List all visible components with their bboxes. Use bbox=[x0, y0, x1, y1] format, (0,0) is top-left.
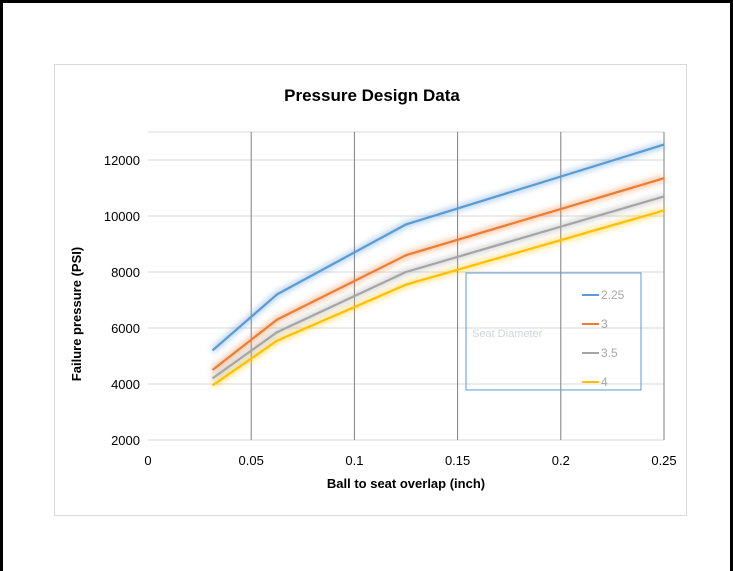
legend-label: 3 bbox=[601, 317, 608, 331]
legend-label: 3.5 bbox=[601, 346, 618, 360]
x-tick-label: 0 bbox=[144, 453, 151, 468]
x-axis-title: Ball to seat overlap (inch) bbox=[327, 476, 485, 491]
series-glows bbox=[210, 141, 665, 388]
legend-items: 2.25 3 3.5 4 bbox=[582, 288, 625, 389]
series-line-4 bbox=[211, 209, 665, 387]
y-tick-label: 10000 bbox=[104, 209, 140, 224]
legend-box bbox=[465, 272, 642, 391]
y-tick-label: 8000 bbox=[111, 265, 140, 280]
y-tick-label: 12000 bbox=[104, 153, 140, 168]
legend: Seat Diameter 2.25 3 3.5 4 bbox=[465, 272, 642, 391]
x-axis-ticks: 0 0.05 0.1 0.15 0.2 0.25 bbox=[144, 453, 676, 468]
y-tick-label: 4000 bbox=[111, 377, 140, 392]
y-tick-label: 6000 bbox=[111, 321, 140, 336]
x-tick-label: 0.1 bbox=[345, 453, 363, 468]
series-lines bbox=[211, 143, 665, 387]
x-tick-label: 0.25 bbox=[651, 453, 676, 468]
y-axis-ticks: 2000 4000 6000 8000 10000 12000 bbox=[104, 153, 140, 448]
legend-title: Seat Diameter bbox=[472, 328, 543, 340]
series-glow bbox=[210, 193, 665, 381]
legend-label: 2.25 bbox=[601, 288, 625, 302]
x-tick-label: 0.05 bbox=[239, 453, 264, 468]
line-chart: Pressure Design Data 2000 4000 6000 8000 100… bbox=[69, 86, 677, 491]
chart-area: Pressure Design Data 2000 4000 6000 8000 100… bbox=[54, 64, 687, 516]
y-axis-title: Failure pressure (PSI) bbox=[69, 247, 84, 381]
legend-label: 4 bbox=[601, 375, 608, 389]
series-glow bbox=[210, 207, 665, 388]
chart-title: Pressure Design Data bbox=[284, 86, 460, 105]
x-tick-label: 0.2 bbox=[552, 453, 570, 468]
series-line-2.25 bbox=[211, 143, 665, 352]
x-tick-label: 0.15 bbox=[445, 453, 470, 468]
series-line-3 bbox=[211, 177, 665, 371]
y-tick-label: 2000 bbox=[111, 433, 140, 448]
series-line-3.5 bbox=[211, 195, 665, 380]
